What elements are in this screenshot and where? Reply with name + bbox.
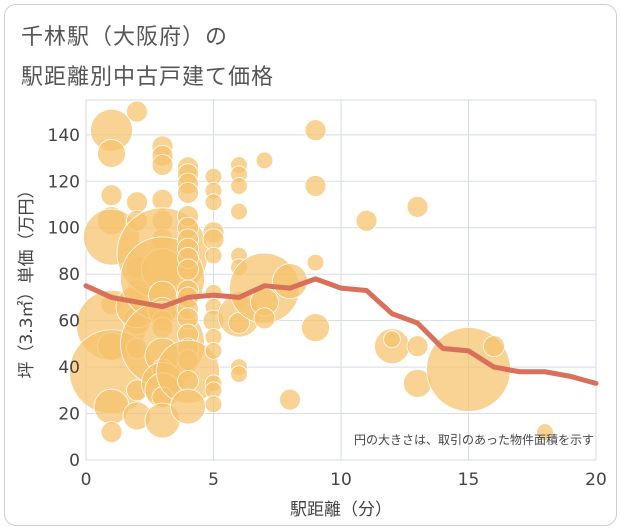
data-bubble	[230, 202, 248, 221]
data-bubble	[406, 335, 429, 358]
data-bubble	[202, 228, 225, 251]
data-bubble	[151, 188, 174, 211]
data-bubble	[306, 253, 325, 272]
data-bubble	[100, 421, 123, 444]
data-bubble	[230, 365, 248, 383]
data-bubble	[204, 246, 223, 265]
x-axis-title: 駅距離（分）	[290, 500, 392, 520]
y-tick-label: 140	[48, 126, 80, 146]
chart-title-line2: 駅距離別中古戸建て価格	[21, 65, 275, 90]
data-bubble	[301, 313, 330, 343]
data-bubble	[279, 388, 301, 411]
y-tick-label: 40	[58, 358, 80, 378]
x-tick-label: 20	[585, 470, 607, 490]
data-bubble	[536, 423, 554, 441]
data-bubble	[177, 258, 199, 281]
data-bubble	[177, 370, 199, 392]
y-axis-title: 坪（3.3㎡）単価（万円）	[17, 181, 37, 378]
data-bubble	[170, 388, 206, 425]
trend-line	[83, 276, 599, 386]
y-tick-label: 100	[48, 219, 80, 239]
data-bubble	[204, 342, 223, 360]
y-tick-label: 80	[58, 265, 80, 285]
data-bubble	[151, 154, 174, 176]
data-bubble	[97, 139, 126, 168]
data-bubble	[383, 330, 401, 349]
y-tick-label: 60	[58, 312, 80, 332]
data-bubble	[204, 193, 223, 211]
x-tick-label: 0	[81, 470, 92, 490]
data-bubble	[304, 119, 327, 142]
data-bubble	[406, 195, 429, 218]
x-tick-label: 15	[458, 470, 480, 490]
y-tick-label: 120	[48, 172, 80, 192]
chart-title-line1: 千林駅（大阪府）の	[21, 25, 229, 50]
data-bubble	[483, 335, 505, 358]
data-bubble	[304, 175, 327, 197]
data-bubble	[126, 191, 148, 214]
data-bubble	[204, 395, 223, 414]
y-tick-label: 0	[69, 451, 80, 471]
data-bubble	[126, 100, 148, 123]
data-bubble	[255, 151, 274, 170]
data-bubble	[177, 182, 199, 204]
data-bubble	[355, 209, 378, 232]
x-tick-label: 10	[330, 470, 352, 490]
x-tick-label: 5	[208, 470, 219, 490]
y-tick-label: 20	[58, 405, 80, 425]
data-bubble	[230, 177, 248, 195]
bubble-size-note: 円の大きさは、取引のあった物件面積を示す	[354, 432, 594, 447]
data-bubble	[100, 184, 123, 207]
data-bubble	[253, 307, 276, 330]
